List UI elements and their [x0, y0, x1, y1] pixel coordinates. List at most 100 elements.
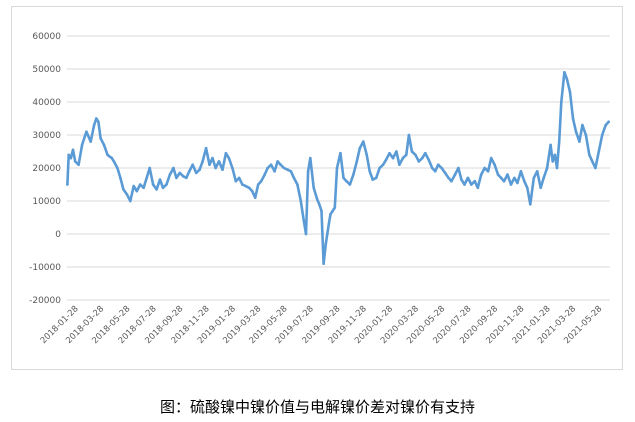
data-point [145, 176, 148, 180]
data-point [320, 209, 323, 213]
data-point [250, 189, 254, 193]
data-point [523, 179, 526, 183]
data-point [151, 183, 155, 186]
y-tick-label: 20000 [32, 164, 61, 174]
data-point [241, 183, 244, 186]
data-point [424, 151, 427, 155]
data-point [489, 156, 493, 160]
data-point [194, 171, 198, 175]
data-point [112, 160, 116, 163]
data-points [66, 71, 610, 265]
data-point [588, 153, 591, 157]
line-chart: -20000 -10000 0 10000 20000 30000 40000 50000 60… [29, 32, 610, 346]
data-point [378, 166, 381, 170]
data-point [560, 100, 563, 104]
data-point [542, 176, 545, 180]
data-point [526, 186, 529, 190]
data-point [414, 153, 417, 157]
data-point [269, 163, 273, 166]
data-point [466, 176, 470, 180]
data-point [309, 156, 312, 160]
data-point [125, 193, 129, 196]
data-point [381, 163, 385, 166]
data-point [355, 160, 359, 163]
data-point [306, 170, 310, 173]
data-point [410, 150, 414, 153]
data-point [476, 186, 480, 190]
data-point [85, 130, 88, 133]
data-point [574, 130, 578, 133]
data-point [427, 158, 431, 162]
data-point [384, 158, 388, 162]
data-point [331, 209, 335, 213]
data-point [388, 151, 391, 155]
data-point [513, 176, 516, 180]
data-point [116, 166, 119, 170]
data-point [529, 203, 532, 206]
data-point [421, 156, 424, 160]
data-point [67, 153, 70, 157]
data-point [555, 166, 559, 170]
x-axis-ticks: 2018-01-282018-03-282018-05-282018-07-28… [39, 304, 605, 346]
data-point [578, 140, 581, 143]
data-point [208, 163, 211, 166]
data-point [345, 179, 348, 183]
data-point [158, 178, 162, 181]
data-point [97, 120, 100, 124]
y-tick-label: 30000 [32, 131, 61, 141]
data-point [368, 170, 372, 173]
data-point [329, 212, 332, 216]
data-point [563, 71, 566, 74]
chart-frame: -20000 -10000 0 10000 20000 30000 40000 50000 60… [11, 6, 623, 370]
y-tick-label: 60000 [32, 32, 61, 42]
data-point [565, 77, 569, 81]
data-point [374, 176, 378, 180]
data-point [227, 156, 231, 160]
data-point [483, 166, 487, 170]
data-point [335, 166, 339, 170]
data-point [99, 137, 102, 140]
data-point [191, 163, 194, 166]
data-point [102, 143, 106, 147]
data-point [263, 173, 266, 176]
data-point [401, 156, 405, 160]
data-point [95, 117, 98, 120]
data-point [129, 199, 132, 203]
data-point [135, 189, 139, 193]
data-point [276, 160, 279, 163]
y-tick-label: -20000 [29, 296, 61, 306]
data-point [172, 166, 175, 170]
data-point [132, 184, 135, 188]
data-point [89, 140, 92, 143]
data-point [198, 168, 201, 171]
data-point [417, 160, 421, 163]
data-point [259, 179, 263, 183]
data-point [224, 151, 228, 155]
data-point [108, 155, 111, 158]
data-point [247, 186, 251, 190]
data-point [447, 176, 450, 180]
data-point [315, 198, 319, 201]
y-tick-label: 50000 [32, 65, 61, 75]
data-point [358, 146, 362, 150]
data-point [138, 183, 142, 186]
data-point [273, 170, 276, 173]
data-point [453, 173, 457, 176]
data-point [282, 166, 286, 170]
data-point [244, 184, 247, 188]
data-point [333, 206, 337, 209]
data-point [600, 133, 604, 137]
data-point [348, 183, 352, 186]
data-point [92, 123, 96, 127]
data-point [185, 176, 188, 180]
data-point [473, 179, 477, 183]
data-point [594, 166, 597, 170]
data-point [545, 166, 549, 170]
data-point [532, 176, 536, 180]
data-point [204, 146, 208, 150]
data-point [479, 173, 483, 176]
y-tick-label: 0 [55, 230, 61, 240]
data-point [66, 183, 69, 186]
data-point [110, 156, 114, 160]
data-point [352, 173, 355, 176]
